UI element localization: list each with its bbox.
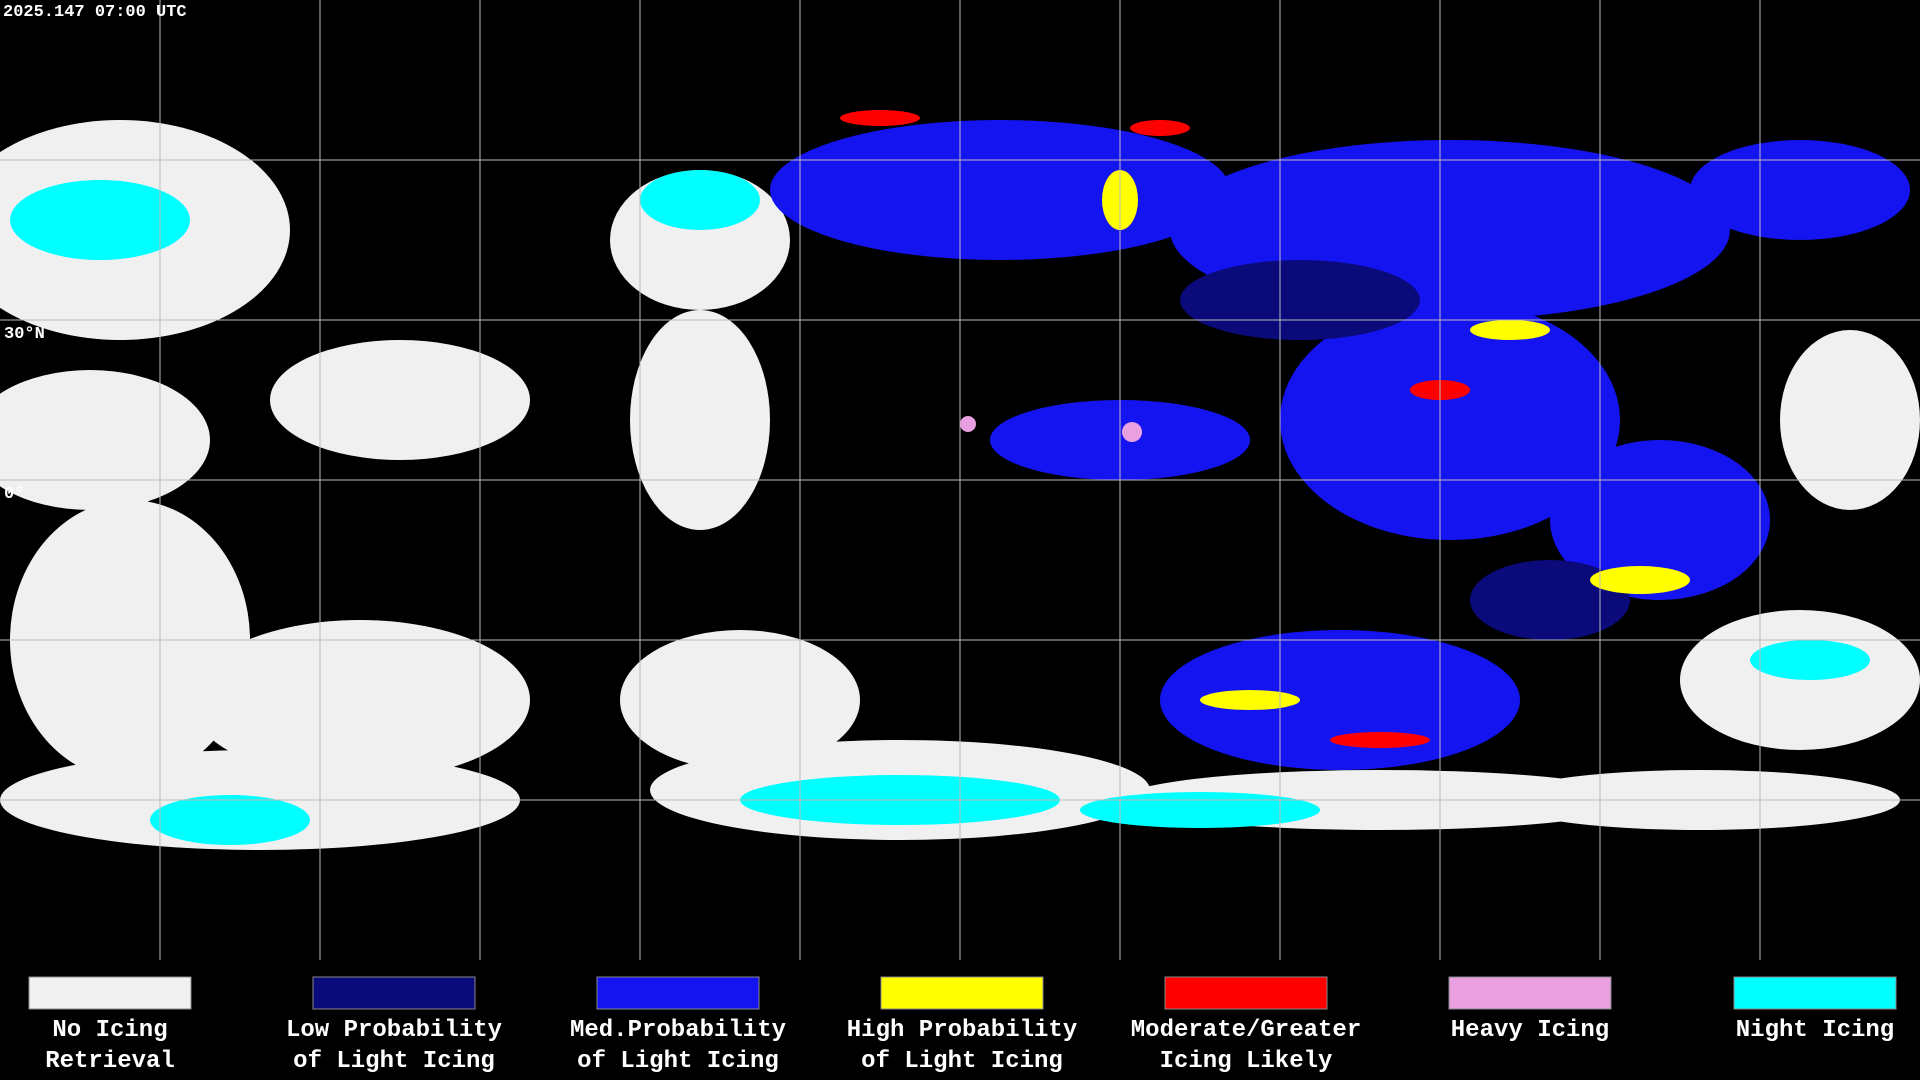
legend-swatch bbox=[1164, 976, 1328, 1010]
legend-label: Heavy Icing bbox=[1451, 1017, 1609, 1044]
legend-label: of Light Icing bbox=[577, 1048, 779, 1075]
legend-label: Night Icing bbox=[1736, 1017, 1894, 1044]
lat-label: 30°N bbox=[4, 325, 45, 344]
night-icing-regions bbox=[10, 170, 1870, 845]
map-labels: 2025.147 07:00 UTC 30°N 0° bbox=[3, 3, 187, 504]
legend-label: of Light Icing bbox=[861, 1048, 1063, 1075]
legend-label: No Icing bbox=[52, 1017, 167, 1044]
legend-swatch bbox=[880, 976, 1044, 1010]
graticule bbox=[0, 0, 1920, 960]
legend-swatch bbox=[1733, 976, 1897, 1010]
legend-label: Low Probability bbox=[286, 1017, 502, 1044]
high-probability-spots bbox=[1102, 170, 1690, 710]
lat-label: 0° bbox=[4, 485, 24, 504]
legend-label: Med.Probability bbox=[570, 1017, 786, 1044]
legend-label: High Probability bbox=[847, 1017, 1077, 1044]
legend-label: of Light Icing bbox=[293, 1048, 495, 1075]
legend-swatch bbox=[312, 976, 476, 1010]
legend-swatch bbox=[28, 976, 192, 1010]
legend-swatch bbox=[596, 976, 760, 1010]
legend-label: Icing Likely bbox=[1160, 1048, 1333, 1075]
legend-swatch bbox=[1448, 976, 1612, 1010]
legend: No Icing Retrieval Low Probability of Light… bbox=[28, 976, 1897, 1075]
legend-label: Moderate/Greater bbox=[1131, 1017, 1361, 1044]
moderate-spots bbox=[840, 110, 1470, 748]
heavy-icing-spots bbox=[960, 416, 1142, 442]
timestamp: 2025.147 07:00 UTC bbox=[3, 3, 187, 22]
legend-label: Retrieval bbox=[45, 1048, 175, 1075]
